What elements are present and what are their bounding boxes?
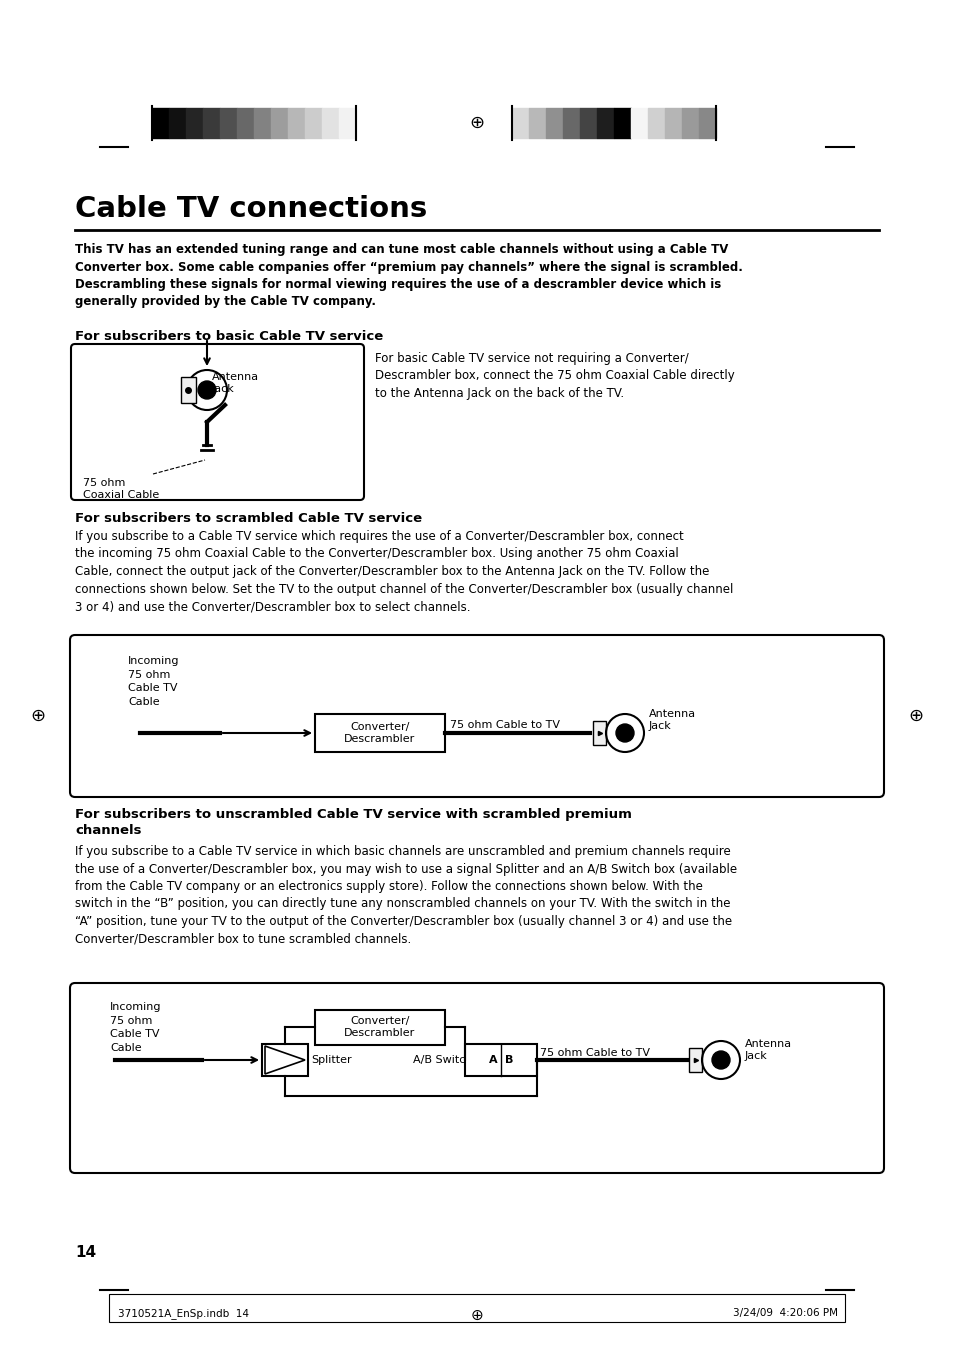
Bar — [203, 108, 220, 138]
Text: If you subscribe to a Cable TV service in which basic channels are unscrambled a: If you subscribe to a Cable TV service i… — [75, 845, 737, 945]
Bar — [253, 108, 271, 138]
Bar — [314, 1010, 444, 1045]
Text: If you subscribe to a Cable TV service which requires the use of a Converter/Des: If you subscribe to a Cable TV service w… — [75, 531, 733, 613]
Bar — [647, 108, 664, 138]
Text: ⊕: ⊕ — [30, 707, 46, 725]
Bar — [322, 108, 338, 138]
Text: This TV has an extended tuning range and can tune most cable channels without us: This TV has an extended tuning range and… — [75, 243, 742, 309]
Text: 75 ohm Cable to TV: 75 ohm Cable to TV — [450, 720, 559, 730]
Bar — [464, 1044, 537, 1076]
Bar — [512, 108, 529, 138]
Bar — [529, 108, 545, 138]
Text: 3/24/09  4:20:06 PM: 3/24/09 4:20:06 PM — [732, 1308, 837, 1318]
Text: ⊕: ⊕ — [469, 113, 484, 132]
Text: ⊕: ⊕ — [470, 1308, 483, 1323]
Bar — [699, 108, 716, 138]
FancyBboxPatch shape — [71, 344, 364, 500]
FancyBboxPatch shape — [70, 634, 883, 796]
Text: A/B Switch: A/B Switch — [413, 1054, 472, 1065]
Bar — [688, 1048, 701, 1072]
Circle shape — [616, 724, 634, 742]
Bar — [186, 108, 203, 138]
Circle shape — [198, 381, 215, 400]
Bar — [545, 108, 562, 138]
Bar — [597, 108, 614, 138]
Text: For basic Cable TV service not requiring a Converter/
Descrambler box, connect t: For basic Cable TV service not requiring… — [375, 352, 734, 400]
Text: Converter/
Descrambler: Converter/ Descrambler — [344, 722, 416, 744]
Text: Splitter: Splitter — [311, 1054, 352, 1065]
Bar — [314, 714, 444, 752]
Text: Converter/
Descrambler: Converter/ Descrambler — [344, 1015, 416, 1038]
Text: 14: 14 — [75, 1245, 96, 1260]
Text: 75 ohm
Coaxial Cable: 75 ohm Coaxial Cable — [83, 478, 159, 501]
Bar — [664, 108, 681, 138]
FancyBboxPatch shape — [70, 983, 883, 1173]
Circle shape — [711, 1052, 729, 1069]
Text: For subscribers to basic Cable TV service: For subscribers to basic Cable TV servic… — [75, 329, 383, 343]
Text: Antenna
Jack: Antenna Jack — [212, 373, 259, 394]
Text: 75 ohm Cable to TV: 75 ohm Cable to TV — [539, 1048, 649, 1058]
Bar — [236, 108, 253, 138]
Bar — [169, 108, 186, 138]
Bar — [152, 108, 169, 138]
Text: ⊕: ⊕ — [907, 707, 923, 725]
Bar — [288, 108, 305, 138]
Text: For subscribers to scrambled Cable TV service: For subscribers to scrambled Cable TV se… — [75, 512, 421, 525]
Bar — [579, 108, 597, 138]
Bar — [181, 377, 195, 404]
Bar — [614, 108, 630, 138]
Bar — [305, 108, 322, 138]
Bar — [681, 108, 699, 138]
Text: For subscribers to unscrambled Cable TV service with scrambled premium
channels: For subscribers to unscrambled Cable TV … — [75, 809, 631, 837]
Text: Cable TV connections: Cable TV connections — [75, 194, 427, 223]
Text: Incoming
75 ohm
Cable TV
Cable: Incoming 75 ohm Cable TV Cable — [110, 1002, 161, 1053]
Bar — [109, 1295, 844, 1322]
Text: Antenna
Jack: Antenna Jack — [744, 1040, 791, 1061]
Text: 3710521A_EnSp.indb  14: 3710521A_EnSp.indb 14 — [118, 1308, 249, 1319]
Bar — [220, 108, 236, 138]
Bar — [262, 1044, 308, 1076]
Bar — [271, 108, 288, 138]
Bar — [593, 721, 605, 745]
Text: Incoming
75 ohm
Cable TV
Cable: Incoming 75 ohm Cable TV Cable — [128, 656, 179, 707]
Bar — [338, 108, 355, 138]
Text: A: A — [488, 1054, 497, 1065]
Text: Antenna
Jack: Antenna Jack — [648, 709, 696, 732]
Bar — [562, 108, 579, 138]
Bar — [630, 108, 647, 138]
Text: B: B — [504, 1054, 513, 1065]
